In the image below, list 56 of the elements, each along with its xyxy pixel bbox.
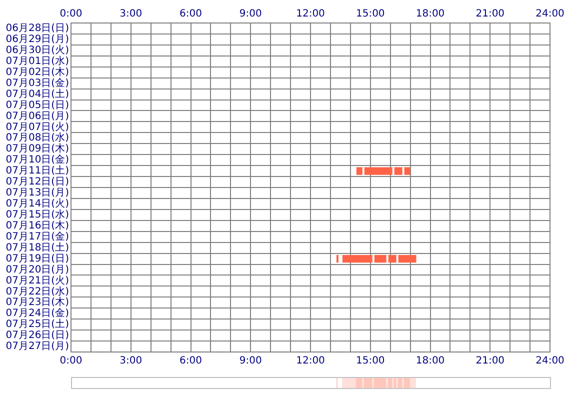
y-tick-label: 06月30日(火) — [6, 44, 70, 56]
x2-tick-label: 21:00 — [476, 356, 505, 367]
bar — [342, 254, 372, 263]
x2-tick-label: 0:00 — [60, 356, 82, 367]
x2-tick-label: 9:00 — [239, 356, 262, 367]
x-tick-label: 3:00 — [120, 8, 142, 20]
x2-tick-label: 18:00 — [416, 356, 445, 367]
bar — [404, 167, 410, 175]
y-tick-label: 07月15日(水) — [6, 208, 70, 221]
y-tick-label: 07月13日(月) — [6, 188, 70, 199]
y-tick-label: 07月03日(金) — [6, 76, 70, 89]
x2-tick-label: 15:00 — [356, 356, 385, 367]
y-tick-label: 07月19日(日) — [6, 253, 70, 264]
x-tick-label: 12:00 — [296, 8, 325, 20]
x-tick-label: 6:00 — [180, 8, 202, 20]
y-tick-label: 07月14日(火) — [6, 198, 70, 210]
y-tick-label: 07月06日(月) — [6, 110, 70, 122]
y-tick-label: 07月27日(月) — [6, 341, 70, 352]
y-tick-label: 07月26日(日) — [6, 330, 70, 342]
x-tick-label: 18:00 — [416, 8, 445, 20]
y-tick-label: 07月12日(日) — [6, 176, 70, 188]
y-tick-label: 07月21日(火) — [6, 274, 70, 286]
y-tick-label: 07月09日(木) — [6, 142, 70, 155]
x2-tick-label: 12:00 — [296, 356, 325, 367]
bar — [398, 254, 416, 263]
bar — [394, 167, 402, 175]
y-tick-label: 07月08日(水) — [6, 132, 70, 144]
y-tick-label: 07月16日(木) — [6, 219, 70, 232]
x-tick-label: 9:00 — [239, 8, 262, 20]
y-tick-label: 07月10日(金) — [6, 154, 70, 166]
y-tick-label: 07月17日(金) — [6, 230, 70, 242]
x-tick-label: 24:00 — [536, 8, 564, 20]
x2-tick-label: 6:00 — [180, 356, 202, 367]
y-tick-label: 07月22日(水) — [6, 285, 70, 298]
y-tick-label: 06月28日(日) — [6, 23, 70, 34]
bar — [374, 254, 386, 263]
y-tick-label: 07月07日(火) — [6, 120, 70, 133]
bar — [388, 254, 396, 263]
x2-tick-label: 3:00 — [120, 356, 142, 367]
x-tick-label: 21:00 — [476, 8, 505, 20]
bar — [356, 167, 362, 175]
bar — [364, 167, 392, 175]
y-tick-label: 07月18日(土) — [6, 241, 70, 254]
y-tick-label: 07月05日(日) — [6, 100, 70, 111]
y-tick-label: 07月25日(土) — [6, 318, 70, 330]
y-tick-label: 06月29日(月) — [6, 34, 70, 46]
y-tick-label: 07月02日(木) — [6, 66, 70, 78]
y-tick-label: 07月11日(土) — [6, 164, 70, 177]
x2-tick-label: 24:00 — [536, 356, 564, 367]
y-tick-label: 07月04日(土) — [6, 88, 70, 100]
y-tick-label: 07月20日(月) — [6, 264, 70, 276]
y-tick-label: 07月23日(木) — [6, 296, 70, 308]
y-tick-label: 07月01日(水) — [6, 54, 70, 67]
y-tick-label: 07月24日(金) — [6, 307, 70, 320]
x-tick-label: 15:00 — [356, 8, 385, 20]
x-tick-label: 0:00 — [60, 8, 82, 20]
